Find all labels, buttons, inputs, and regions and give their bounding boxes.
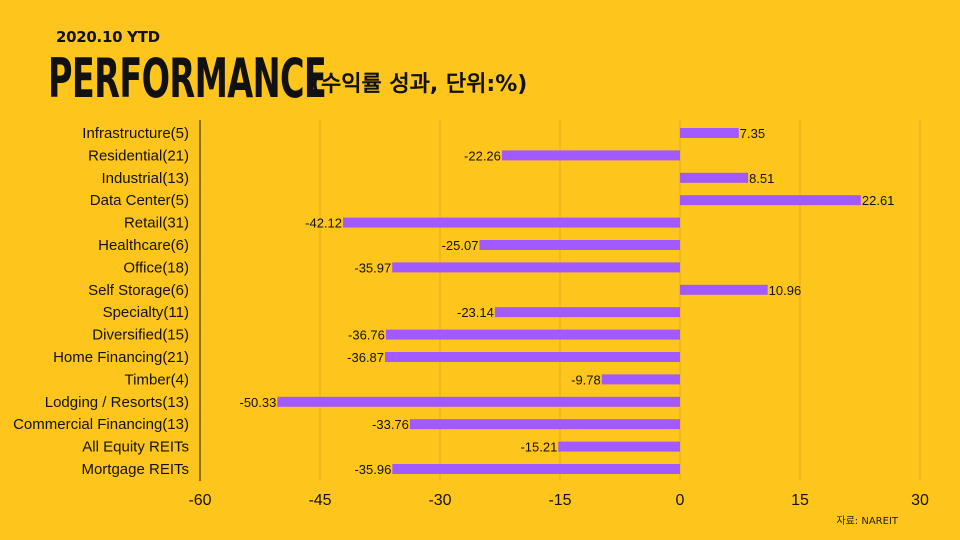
value-label: -42.12 <box>305 216 342 231</box>
page-title: PERFORMANCE <box>48 47 327 110</box>
x-tick-label: -60 <box>188 492 211 509</box>
value-label: -35.96 <box>354 462 391 477</box>
category-label: Specialty(11) <box>103 304 189 321</box>
category-label: Commercial Financing(13) <box>13 416 189 433</box>
category-label: Office(18) <box>123 259 189 276</box>
value-label: -22.26 <box>464 148 501 163</box>
x-tick-label: 15 <box>791 492 809 509</box>
x-tick-label: -45 <box>308 492 331 509</box>
category-label: Residential(21) <box>88 147 189 164</box>
value-label: -35.97 <box>354 260 391 275</box>
value-label: -50.33 <box>239 395 276 410</box>
bar <box>680 128 739 138</box>
unit-note: (수익률 성과, 단위:%) <box>311 72 528 97</box>
value-label: -15.21 <box>520 440 557 455</box>
bar <box>392 262 680 273</box>
bar <box>343 217 680 228</box>
period-label: 2020.10 YTD <box>56 28 160 46</box>
category-label: Lodging / Resorts(13) <box>45 394 189 411</box>
category-label: Mortgage REITs <box>81 461 189 478</box>
x-tick-label: -30 <box>428 492 451 509</box>
value-label: -25.07 <box>442 238 479 253</box>
value-label: -33.76 <box>372 417 409 432</box>
category-label: Home Financing(21) <box>53 349 189 366</box>
value-label: 7.35 <box>740 126 765 141</box>
bar <box>392 464 680 474</box>
category-label: Retail(31) <box>124 215 189 232</box>
x-tick-label: 30 <box>911 492 929 509</box>
bar <box>409 419 680 430</box>
category-label: Industrial(13) <box>101 170 189 187</box>
source-note: 자료: NAREIT <box>836 516 898 527</box>
x-tick-label: -15 <box>548 492 571 509</box>
category-label: Timber(4) <box>125 371 189 388</box>
bar <box>501 150 680 161</box>
value-label: -36.76 <box>348 328 385 343</box>
value-label: -36.87 <box>347 350 384 365</box>
category-label: Diversified(15) <box>92 327 189 344</box>
bar <box>680 195 861 206</box>
value-label: -23.14 <box>457 305 494 320</box>
bar <box>385 352 680 362</box>
category-label: Self Storage(6) <box>88 282 189 299</box>
value-label: 10.96 <box>769 283 802 298</box>
bar <box>601 374 680 385</box>
category-label: Healthcare(6) <box>98 237 189 254</box>
bar <box>680 172 749 183</box>
x-tick-label: 0 <box>676 492 685 509</box>
bar <box>277 396 680 407</box>
bar <box>385 329 680 340</box>
bar <box>680 284 768 295</box>
category-label: All Equity REITs <box>82 439 189 456</box>
bar <box>558 441 680 452</box>
category-label: Data Center(5) <box>90 192 189 209</box>
category-label: Infrastructure(5) <box>82 125 189 142</box>
bar <box>494 307 680 318</box>
value-label: 22.61 <box>862 193 895 208</box>
value-label: 8.51 <box>749 171 774 186</box>
value-label: -9.78 <box>571 372 601 387</box>
bar <box>479 240 680 250</box>
